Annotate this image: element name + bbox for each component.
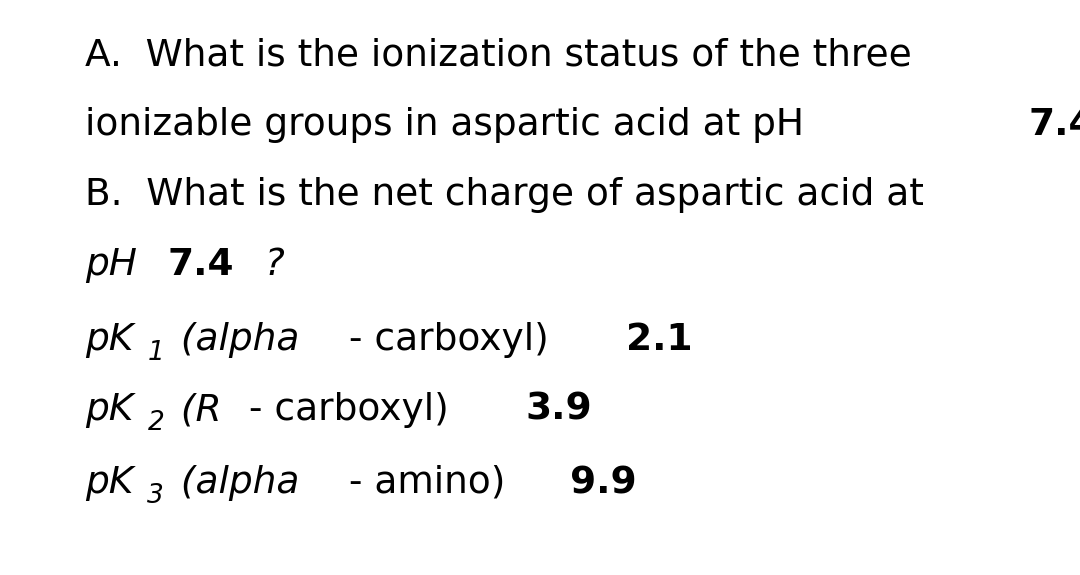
Text: 2.1: 2.1 bbox=[625, 322, 692, 358]
Text: - carboxyl): - carboxyl) bbox=[237, 392, 460, 428]
Text: 7.4: 7.4 bbox=[167, 247, 234, 283]
Text: (R: (R bbox=[170, 392, 221, 428]
Text: ?: ? bbox=[253, 247, 285, 283]
Text: 3.9: 3.9 bbox=[525, 392, 592, 428]
Text: (alpha: (alpha bbox=[170, 322, 299, 358]
Text: pK: pK bbox=[85, 465, 133, 501]
Text: - amino): - amino) bbox=[337, 465, 517, 501]
Text: ionizable groups in aspartic acid at pH: ionizable groups in aspartic acid at pH bbox=[85, 107, 815, 143]
Text: A.  What is the ionization status of the three: A. What is the ionization status of the … bbox=[85, 37, 912, 73]
Text: 7.4: 7.4 bbox=[1028, 107, 1080, 143]
Text: (alpha: (alpha bbox=[170, 465, 299, 501]
Text: 9.9: 9.9 bbox=[570, 465, 636, 501]
Text: 2: 2 bbox=[147, 410, 164, 436]
Text: B.  What is the net charge of aspartic acid at: B. What is the net charge of aspartic ac… bbox=[85, 177, 923, 213]
Text: pK: pK bbox=[85, 392, 133, 428]
Text: pH: pH bbox=[85, 247, 149, 283]
Text: - carboxyl): - carboxyl) bbox=[337, 322, 561, 358]
Text: 3: 3 bbox=[147, 483, 164, 509]
Text: 1: 1 bbox=[147, 340, 164, 366]
Text: pK: pK bbox=[85, 322, 133, 358]
